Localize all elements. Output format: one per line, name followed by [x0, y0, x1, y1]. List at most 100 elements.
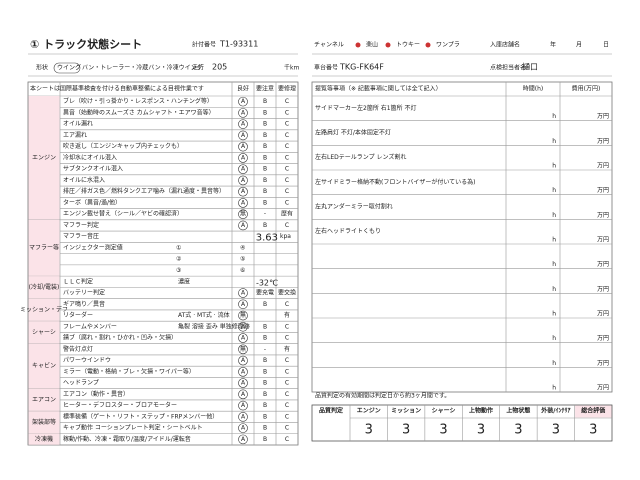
selected-circle — [238, 389, 248, 400]
section-band — [28, 96, 60, 220]
option: B — [263, 425, 267, 432]
option: 有 — [284, 345, 290, 353]
option: B — [263, 357, 267, 364]
selected-circle — [238, 344, 248, 355]
option: A — [241, 323, 246, 330]
option: A — [241, 166, 246, 173]
item-label: キャブ動作 コーションプレート判定・シートベルト — [63, 424, 203, 432]
label: 計付番号 — [192, 41, 216, 49]
option: A — [241, 290, 246, 297]
selected-circle — [238, 175, 248, 186]
unit: 万円 — [597, 237, 609, 244]
option: C — [285, 188, 289, 195]
option: C — [285, 402, 289, 409]
col-header: 費用(万円) — [572, 85, 601, 93]
unit: h — [552, 385, 556, 392]
unit: 千km — [284, 64, 299, 72]
selected-circle — [238, 423, 248, 433]
table-frame — [311, 81, 613, 393]
col-header: 要修理 — [278, 85, 296, 93]
option: 要交換 — [278, 289, 296, 297]
unit: 万円 — [597, 113, 609, 120]
item-label: ＬＬＣ判定 — [63, 277, 93, 285]
option: B — [263, 436, 267, 443]
item-label: エンジン載せ替え（シール／ヤビの確認済） — [63, 210, 183, 218]
item-label: オイル漏れ — [63, 120, 93, 128]
option: A — [241, 222, 246, 229]
option: A — [241, 121, 246, 128]
unit: h — [552, 138, 556, 145]
section-band — [28, 343, 60, 389]
option: C — [285, 132, 289, 139]
option: C — [285, 425, 289, 432]
option: C — [285, 166, 289, 173]
option: B — [263, 301, 267, 308]
selected-circle — [238, 333, 248, 343]
option: B — [263, 402, 267, 409]
section-name: 架装部等 — [32, 418, 56, 426]
item-extra: 濃度 — [178, 277, 190, 285]
item-label: マフラー判定 — [63, 221, 99, 229]
item-label: フレームやメンバー — [63, 322, 117, 330]
score-value: 3 — [402, 423, 410, 438]
option: C — [285, 121, 289, 128]
option: 無 — [240, 210, 246, 218]
score-value: 3 — [477, 423, 485, 438]
selected-circle — [238, 141, 248, 152]
option: B — [263, 98, 267, 105]
unit: 万円 — [597, 286, 609, 293]
selected-circle — [238, 119, 248, 129]
item-label: 冷却水にオイル混入 — [63, 153, 117, 161]
label: 走行 — [192, 64, 204, 72]
item-label: 稼動/作動、冷凍・霜取り/温度/アイドル/運転音 — [63, 435, 191, 443]
selected-circle — [238, 355, 248, 366]
option: C — [285, 98, 289, 105]
remark: サイドマーカー左2箇所 右1箇所 不灯 — [315, 104, 416, 112]
circle — [53, 62, 81, 74]
section-name: エンジン — [32, 154, 56, 161]
selected-circle — [238, 378, 248, 388]
unit: 万円 — [597, 138, 609, 145]
option: C — [285, 177, 289, 184]
mileage: 205 — [212, 63, 227, 72]
unit: h — [552, 360, 556, 367]
footnote: 品質判定の有効期間は判定日から約3ヶ月間です。 — [315, 392, 450, 400]
selected-circle — [238, 321, 248, 332]
col-header: 要注意 — [256, 85, 274, 93]
unit: h — [552, 311, 556, 318]
option: C — [285, 199, 289, 206]
option: A — [241, 177, 246, 184]
reg-no: T1-93311 — [219, 40, 258, 49]
selected-circle — [238, 108, 248, 118]
option: 有 — [284, 311, 290, 319]
option: C — [285, 143, 289, 150]
section-name: (冷却/電装) — [29, 283, 60, 291]
slot: ① — [176, 244, 181, 251]
option: B — [263, 222, 267, 229]
slot: ⑥ — [240, 267, 245, 274]
selected-circle — [238, 164, 248, 174]
measured-value: 3.63 — [256, 233, 278, 244]
option: 無 — [240, 345, 246, 353]
date: 日 — [603, 42, 609, 49]
option: A — [241, 143, 246, 150]
item-label: リターダー — [63, 311, 93, 319]
option: A — [241, 391, 246, 398]
score-corner: 品質判定 — [319, 407, 343, 415]
score-value: 3 — [514, 423, 522, 438]
option: B — [263, 380, 267, 387]
option: A — [241, 132, 246, 139]
item-label: ヘッドランプ — [63, 380, 99, 387]
section-name: マフラー等 — [29, 243, 59, 251]
selected-circle — [238, 400, 248, 411]
unit: kpa — [280, 233, 291, 240]
option: A — [241, 199, 246, 206]
option: 要充電 — [256, 289, 274, 297]
unit: 万円 — [597, 385, 609, 392]
unit: 万円 — [597, 212, 609, 219]
selected-circle — [238, 96, 248, 107]
selected-circle — [238, 367, 248, 377]
remark: 左丸アンダーミラー取付割れ — [315, 203, 393, 211]
option: B — [263, 166, 267, 173]
section-band — [28, 321, 60, 344]
